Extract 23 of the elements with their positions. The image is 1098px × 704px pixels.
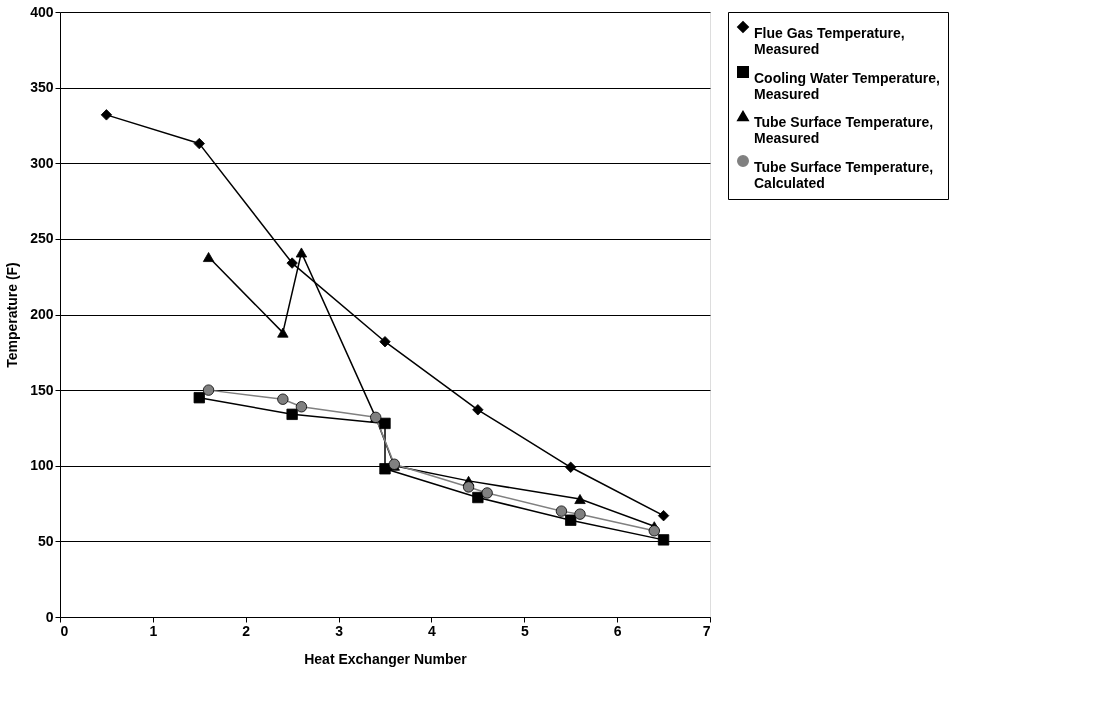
y-tick-label: 150: [30, 381, 54, 398]
x-tick-label: 3: [335, 622, 344, 639]
x-tick-label: 7: [702, 622, 711, 639]
y-tick-label: 400: [30, 3, 54, 20]
x-tick-label: 5: [520, 622, 529, 639]
y-tick-label: 250: [30, 230, 54, 247]
x-tick-label: 4: [428, 622, 437, 639]
x-tick-label: 2: [242, 622, 251, 639]
legend-label: Flue Gas Temperature, Measured: [754, 25, 905, 57]
y-tick-label: 50: [37, 532, 54, 549]
x-tick-label: 1: [149, 622, 158, 639]
y-tick-label: 100: [30, 457, 54, 474]
y-tick-label: 0: [45, 608, 54, 625]
legend-label: Tube Surface Temperature, Measured: [754, 114, 934, 146]
y-tick-label: 350: [30, 79, 54, 96]
y-axis-title: Temperature (F): [4, 262, 21, 368]
y-tick-label: 200: [30, 306, 54, 322]
x-tick-label: 6: [613, 622, 622, 639]
legend-label: Tube Surface Temperature, Calculated: [754, 159, 934, 191]
x-axis-title: Heat Exchanger Number: [304, 650, 468, 667]
legend-label: Cooling Water Temperature, Measured: [754, 70, 940, 102]
y-tick-label: 300: [30, 154, 54, 171]
x-tick-label: 0: [60, 622, 69, 639]
